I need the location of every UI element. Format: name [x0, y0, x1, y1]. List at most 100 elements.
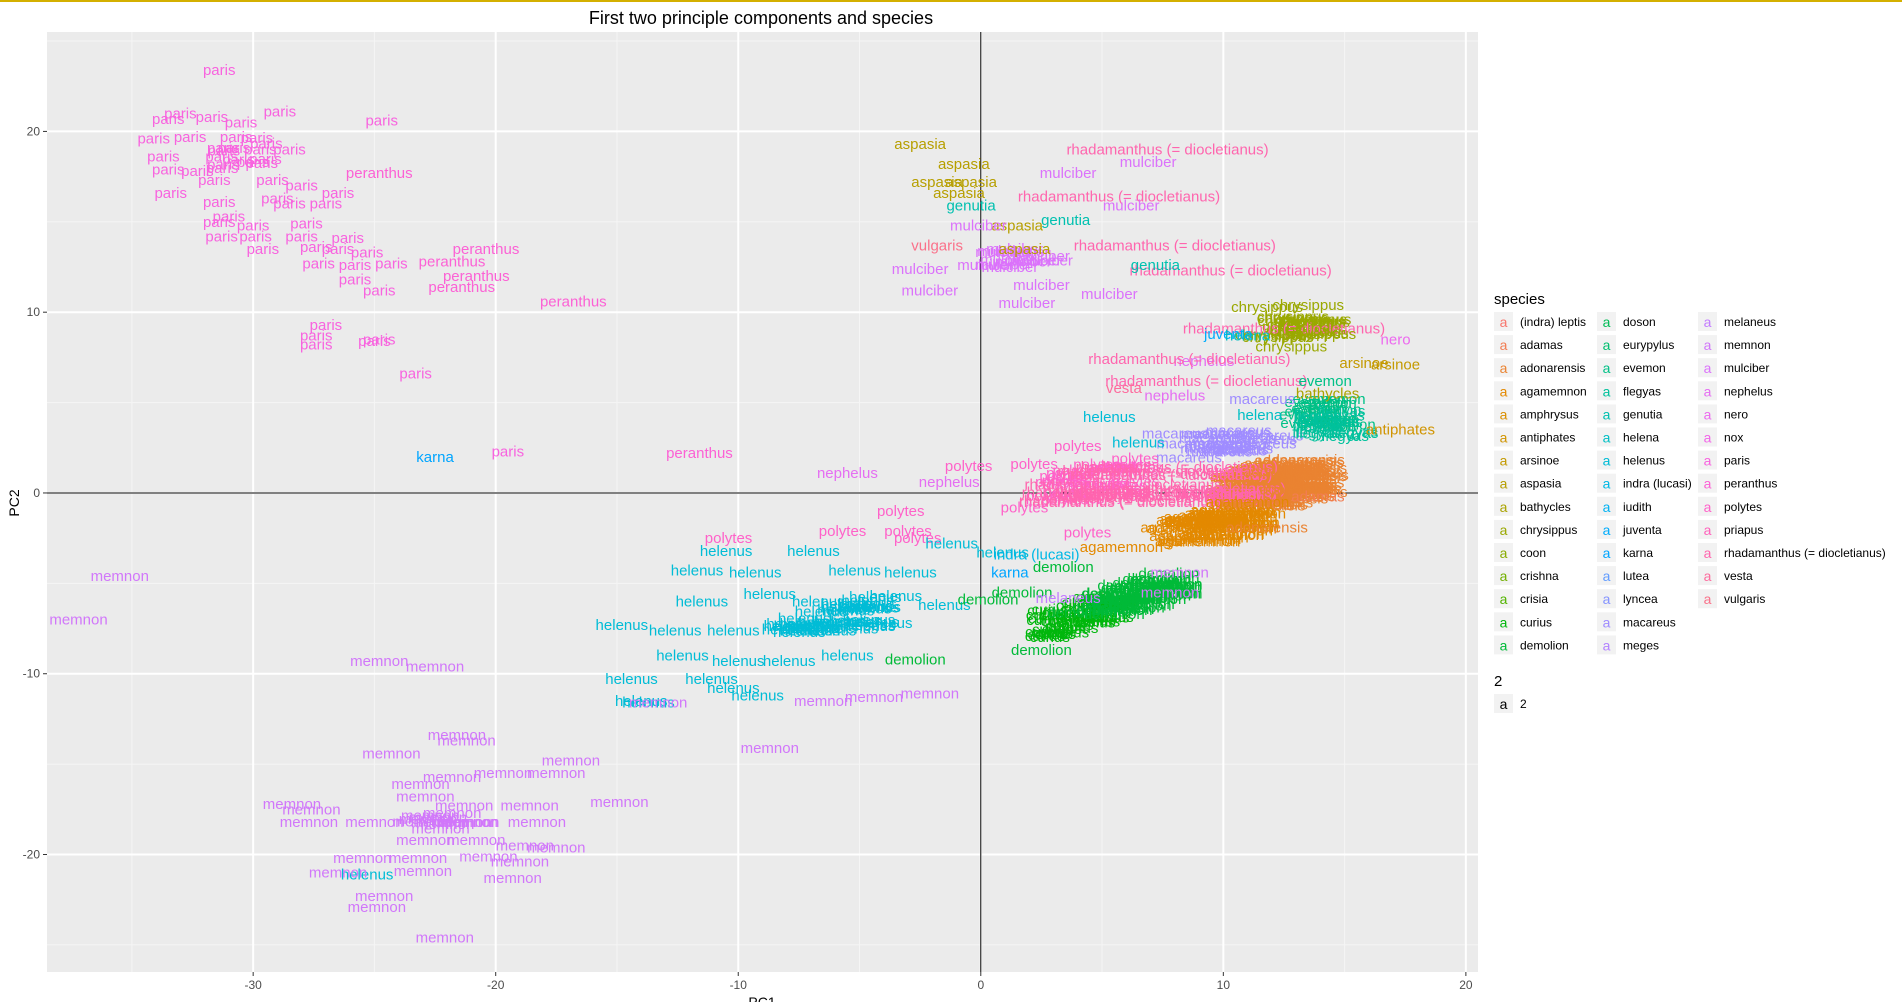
point-label: adonarensis [1254, 452, 1336, 469]
point-label: chrysippus [1277, 325, 1349, 342]
point-label: polytes [877, 503, 925, 520]
point-label: mulciber [892, 261, 949, 278]
legend-item: a coon [1494, 543, 1546, 562]
point-label: adonarensis [1216, 479, 1298, 496]
point-label: nero [1381, 331, 1411, 348]
legend-label: coon [1520, 546, 1546, 560]
point-label: evemon [1306, 411, 1359, 428]
point-label: polytes [1068, 478, 1116, 495]
point-label: vulgaris [911, 237, 963, 254]
point-label: chrysippus [1274, 314, 1346, 331]
point-label: helenus [596, 617, 649, 634]
point-label: chrysippus [1274, 321, 1346, 338]
point-label: paris [310, 317, 343, 334]
legend-key: a [1603, 591, 1611, 607]
point-label: polytes [1094, 481, 1142, 498]
point-label: agamemnon [1161, 514, 1244, 531]
legend-item: a adamas [1494, 335, 1563, 355]
point-label: polytes [1091, 460, 1139, 477]
legend-label: demolion [1520, 638, 1569, 652]
legend-key: a [1704, 476, 1712, 492]
point-label: adonarensis [1248, 476, 1330, 493]
point-label: memnon [389, 850, 447, 867]
point-label: macareus [1229, 391, 1295, 408]
point-label: memnon [362, 745, 420, 762]
reference-lines [47, 32, 1478, 972]
point-label: demolion [1011, 642, 1072, 659]
point-label: helenus [712, 653, 765, 670]
point-label: paris [492, 443, 525, 460]
point-label: chrysippus [1270, 323, 1342, 340]
point-label: demolion [1126, 577, 1187, 594]
point-label: chrysippus [1280, 311, 1352, 328]
point-label: adonarensis [1247, 486, 1329, 503]
point-label: adonarensis [1250, 476, 1332, 493]
legend-key-bg [1494, 589, 1513, 609]
point-labels: paris paris paris paris paris paris paris paris… [49, 62, 1435, 947]
point-label: macareus [1207, 441, 1273, 458]
legend-label: lyncea [1623, 592, 1658, 606]
point-label: evemon [1291, 400, 1344, 417]
point-label: rhadamanthus (= diocletianus) [1074, 483, 1276, 500]
point-label: helenus [773, 624, 826, 641]
point-label: polytes [1001, 499, 1049, 516]
point-label: demolion [1105, 581, 1166, 598]
point-label: rhadamanthus (= diocletianus) [1022, 484, 1224, 501]
point-label: adonarensis [1226, 497, 1308, 514]
legend-label: flegyas [1623, 384, 1661, 398]
point-label: chrysippus [1231, 299, 1303, 316]
point-label: agamemnon [1196, 519, 1279, 536]
legend-item: a vulgaris [1698, 589, 1765, 609]
point-label: memnon [447, 832, 505, 849]
point-label: agamemnon [1206, 494, 1289, 511]
point-label: antiphates [1366, 422, 1435, 439]
legend-label: antiphates [1520, 431, 1575, 445]
point-label: paris [249, 151, 282, 168]
point-label: paris [152, 161, 185, 178]
point-label: polytes [1042, 473, 1090, 490]
point-label: curius [1087, 594, 1127, 611]
legend-key: a [1500, 406, 1508, 422]
legend-label: peranthus [1724, 477, 1777, 491]
point-label: curius [1094, 598, 1134, 615]
point-label: curius [1032, 621, 1072, 638]
legend-label: crisia [1520, 592, 1548, 606]
point-label: evemon [1312, 391, 1365, 408]
point-label: helenus [700, 543, 753, 560]
legend-label: doson [1623, 315, 1656, 329]
point-label: adonarensis [1225, 473, 1307, 490]
point-label: paris [237, 217, 270, 234]
legend-key-bg [1698, 496, 1717, 516]
point-label: demolion [1127, 571, 1188, 588]
point-label: paris [198, 172, 231, 189]
point-label: helenus [839, 601, 892, 618]
point-label: helenus [843, 618, 896, 635]
point-label: demolion [1088, 594, 1149, 611]
point-label: helenus [976, 545, 1029, 562]
point-label: memnon [396, 832, 454, 849]
grid-major [47, 32, 1478, 972]
legend-label: agamemnon [1520, 384, 1587, 398]
legend-key: a [1500, 383, 1508, 399]
point-label: polytes [1089, 459, 1137, 476]
point-label: agamemnon [1194, 521, 1277, 538]
legend-key-bg [1494, 312, 1513, 331]
point-label: vesta [1106, 380, 1143, 397]
point-label: curius [1026, 612, 1066, 629]
point-label: paris [399, 366, 432, 383]
point-label: memnon [416, 930, 474, 947]
point-label: demolion [1093, 592, 1154, 609]
point-label: curius [1055, 609, 1095, 626]
point-label: genutia [1131, 257, 1181, 274]
point-label: adonarensis [1237, 464, 1319, 481]
point-label: polytes [945, 458, 993, 475]
point-label: paris [310, 196, 343, 213]
point-label: adonarensis [1259, 457, 1341, 474]
legend-label: helenus [1623, 454, 1665, 468]
point-label: juventa [1203, 326, 1253, 343]
point-label: helenus [804, 623, 857, 640]
point-label: flegyas [1294, 408, 1342, 425]
legend-key: a [1500, 499, 1508, 515]
point-label: adonarensis [1246, 491, 1328, 508]
point-label: helenus [341, 866, 394, 883]
